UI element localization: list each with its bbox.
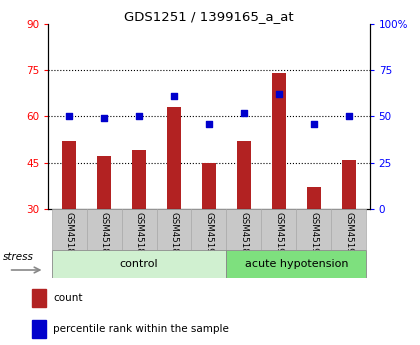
Text: GSM45189: GSM45189 [170, 212, 178, 259]
Bar [307, 187, 321, 209]
Bar [157, 209, 192, 250]
Bar [97, 156, 111, 209]
Bar [331, 209, 366, 250]
Point [310, 121, 317, 127]
Bar [52, 209, 87, 250]
Point [206, 121, 213, 127]
Text: GSM45184: GSM45184 [65, 212, 74, 259]
Bar [296, 209, 331, 250]
Point [101, 116, 108, 121]
Bar [226, 209, 261, 250]
Text: GSM45190: GSM45190 [274, 212, 284, 259]
Text: GSM45193: GSM45193 [205, 212, 213, 259]
Text: GSM45188: GSM45188 [239, 212, 248, 259]
Bar [62, 141, 76, 209]
Bar [32, 320, 46, 338]
Bar [167, 107, 181, 209]
Bar [192, 209, 226, 250]
Bar [122, 209, 157, 250]
Bar [237, 141, 251, 209]
Bar [261, 209, 296, 250]
Bar [32, 289, 46, 307]
Bar [341, 159, 356, 209]
Title: GDS1251 / 1399165_a_at: GDS1251 / 1399165_a_at [124, 10, 294, 23]
Bar [272, 73, 286, 209]
Point [345, 114, 352, 119]
Point [66, 114, 73, 119]
Point [241, 110, 247, 116]
Text: percentile rank within the sample: percentile rank within the sample [53, 324, 229, 334]
Bar [132, 150, 146, 209]
Bar [226, 250, 366, 278]
Bar [202, 162, 216, 209]
Bar [87, 209, 122, 250]
Text: GSM45192: GSM45192 [344, 212, 353, 259]
Point [276, 91, 282, 97]
Text: GSM45186: GSM45186 [100, 212, 109, 259]
Text: acute hypotension: acute hypotension [244, 259, 348, 269]
Text: GSM45187: GSM45187 [134, 212, 144, 259]
Point [171, 93, 177, 99]
Text: stress: stress [3, 252, 33, 262]
Text: GSM45191: GSM45191 [309, 212, 318, 259]
Bar [52, 250, 226, 278]
Point [136, 114, 142, 119]
Text: count: count [53, 293, 83, 303]
Text: control: control [120, 259, 158, 269]
